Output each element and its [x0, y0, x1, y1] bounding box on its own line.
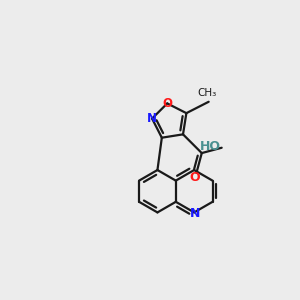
Text: O: O: [162, 97, 172, 110]
Text: N: N: [147, 112, 157, 125]
Text: CH₃: CH₃: [198, 88, 217, 98]
Text: N: N: [190, 206, 200, 220]
Text: HO: HO: [200, 140, 221, 153]
Text: O: O: [190, 171, 200, 184]
